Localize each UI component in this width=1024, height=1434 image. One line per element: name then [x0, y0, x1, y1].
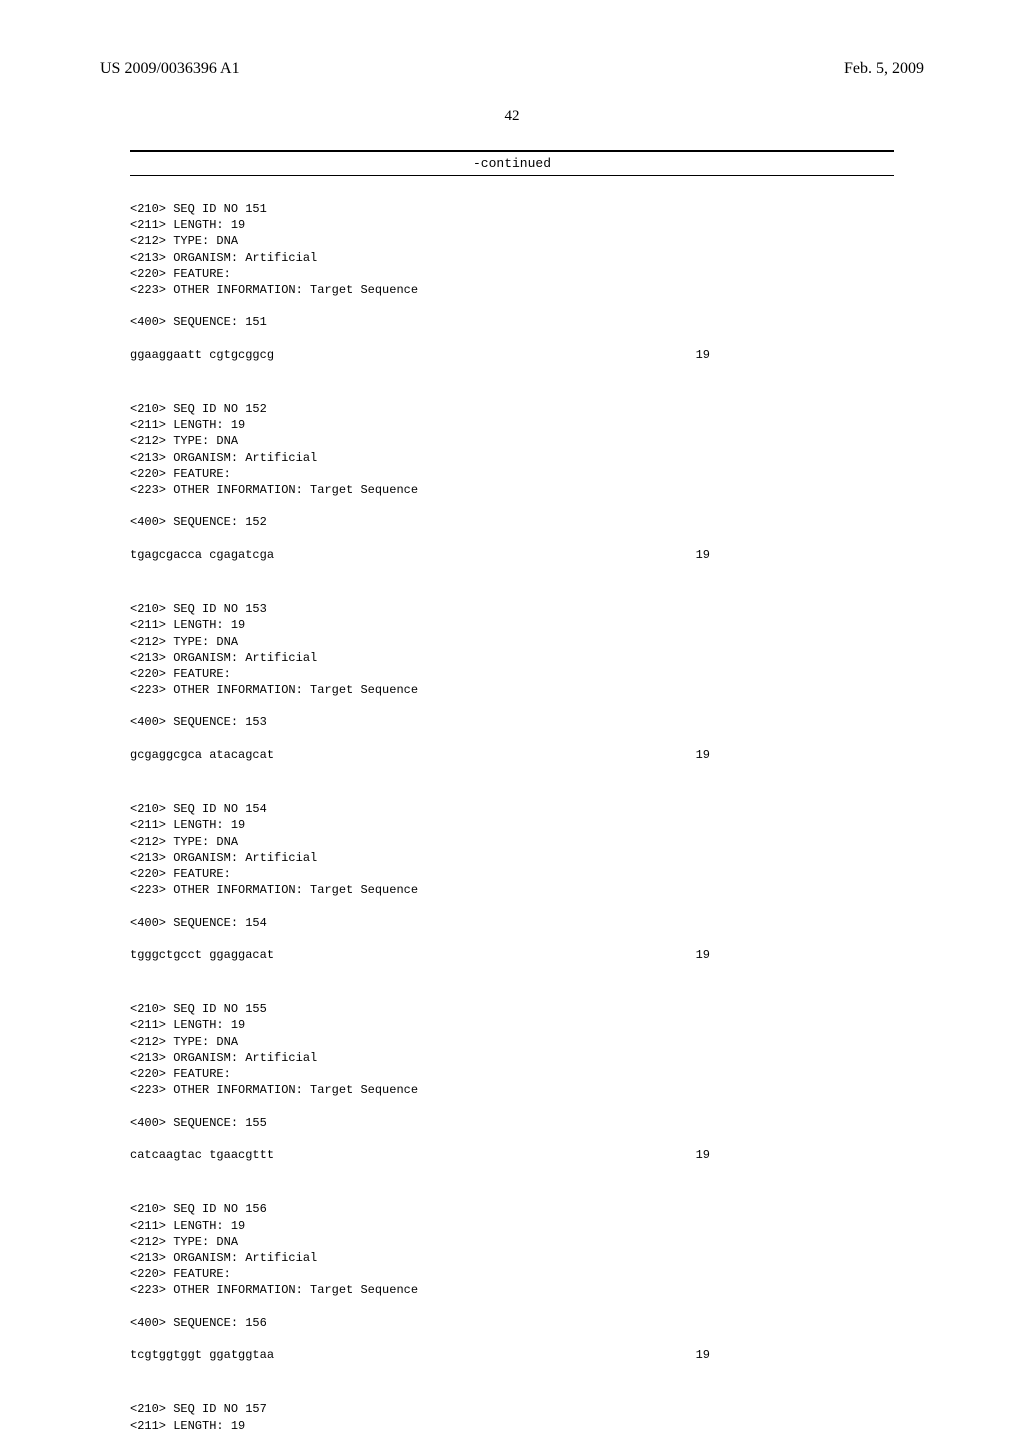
seq-header-line: <220> FEATURE: — [130, 666, 924, 682]
sequence-line: tgggctgcct ggaggacat19 — [130, 947, 924, 963]
seq-label: <400> SEQUENCE: 156 — [130, 1315, 924, 1331]
sequence-text: tcgtggtggt ggatggtaa — [130, 1347, 670, 1363]
seq-header-line: <220> FEATURE: — [130, 466, 924, 482]
sequence-line: catcaagtac tgaacgttt19 — [130, 1147, 924, 1163]
sequence-block: <210> SEQ ID NO 155<211> LENGTH: 19<212>… — [130, 1001, 924, 1163]
blank-line — [130, 1331, 924, 1347]
seq-header-line: <220> FEATURE: — [130, 1066, 924, 1082]
page-number: 42 — [100, 108, 924, 125]
blank-line — [130, 298, 924, 314]
sequence-text: tgagcgacca cgagatcga — [130, 547, 670, 563]
seq-header-line: <223> OTHER INFORMATION: Target Sequence — [130, 282, 924, 298]
seq-header-line: <213> ORGANISM: Artificial — [130, 850, 924, 866]
blank-line — [130, 1185, 924, 1201]
blank-line — [130, 785, 924, 801]
sequence-block: <210> SEQ ID NO 153<211> LENGTH: 19<212>… — [130, 601, 924, 763]
sequence-length: 19 — [670, 747, 710, 763]
continued-label: -continued — [130, 156, 894, 171]
sequence-listing: <210> SEQ ID NO 151<211> LENGTH: 19<212>… — [130, 201, 924, 1434]
seq-header-line: <220> FEATURE: — [130, 266, 924, 282]
blank-line — [130, 1098, 924, 1114]
sequence-length: 19 — [670, 1147, 710, 1163]
sequence-block: <210> SEQ ID NO 154<211> LENGTH: 19<212>… — [130, 801, 924, 963]
seq-label: <400> SEQUENCE: 154 — [130, 915, 924, 931]
seq-header-line: <212> TYPE: DNA — [130, 233, 924, 249]
sequence-line: tgagcgacca cgagatcga19 — [130, 547, 924, 563]
sequence-block: <210> SEQ ID NO 152<211> LENGTH: 19<212>… — [130, 401, 924, 563]
seq-label: <400> SEQUENCE: 153 — [130, 714, 924, 730]
seq-header-line: <212> TYPE: DNA — [130, 834, 924, 850]
seq-header-line: <213> ORGANISM: Artificial — [130, 1250, 924, 1266]
seq-header-line: <210> SEQ ID NO 151 — [130, 201, 924, 217]
seq-header-line: <211> LENGTH: 19 — [130, 1218, 924, 1234]
seq-header-line: <213> ORGANISM: Artificial — [130, 250, 924, 266]
seq-header-line: <223> OTHER INFORMATION: Target Sequence — [130, 682, 924, 698]
seq-header-line: <211> LENGTH: 19 — [130, 417, 924, 433]
sequence-line: gcgaggcgca atacagcat19 — [130, 747, 924, 763]
seq-header-line: <213> ORGANISM: Artificial — [130, 1050, 924, 1066]
seq-header-line: <211> LENGTH: 19 — [130, 1017, 924, 1033]
seq-header-line: <210> SEQ ID NO 152 — [130, 401, 924, 417]
blank-line — [130, 385, 924, 401]
seq-header-line: <223> OTHER INFORMATION: Target Sequence — [130, 882, 924, 898]
blank-line — [130, 1385, 924, 1401]
seq-label: <400> SEQUENCE: 152 — [130, 514, 924, 530]
publication-number: US 2009/0036396 A1 — [100, 60, 240, 78]
seq-header-line: <212> TYPE: DNA — [130, 433, 924, 449]
blank-line — [130, 498, 924, 514]
seq-header-line: <211> LENGTH: 19 — [130, 617, 924, 633]
sequence-length: 19 — [670, 347, 710, 363]
sequence-text: catcaagtac tgaacgttt — [130, 1147, 670, 1163]
blank-line — [130, 931, 924, 947]
sequence-length: 19 — [670, 947, 710, 963]
seq-header-line: <212> TYPE: DNA — [130, 1034, 924, 1050]
seq-header-line: <210> SEQ ID NO 156 — [130, 1201, 924, 1217]
seq-header-line: <211> LENGTH: 19 — [130, 817, 924, 833]
blank-line — [130, 1298, 924, 1314]
seq-header-line: <223> OTHER INFORMATION: Target Sequence — [130, 1282, 924, 1298]
sequence-line: tcgtggtggt ggatggtaa19 — [130, 1347, 924, 1363]
blank-line — [130, 898, 924, 914]
blank-line — [130, 531, 924, 547]
sequence-block: <210> SEQ ID NO 156<211> LENGTH: 19<212>… — [130, 1201, 924, 1363]
seq-header-line: <223> OTHER INFORMATION: Target Sequence — [130, 1082, 924, 1098]
seq-header-line: <210> SEQ ID NO 153 — [130, 601, 924, 617]
publication-date: Feb. 5, 2009 — [844, 60, 924, 78]
seq-header-line: <210> SEQ ID NO 157 — [130, 1401, 924, 1417]
blank-line — [130, 331, 924, 347]
blank-line — [130, 985, 924, 1001]
sequence-length: 19 — [670, 1347, 710, 1363]
sequence-text: gcgaggcgca atacagcat — [130, 747, 670, 763]
seq-label: <400> SEQUENCE: 155 — [130, 1115, 924, 1131]
sequence-block: <210> SEQ ID NO 151<211> LENGTH: 19<212>… — [130, 201, 924, 363]
page-container: US 2009/0036396 A1 Feb. 5, 2009 42 -cont… — [0, 0, 1024, 1320]
seq-label: <400> SEQUENCE: 151 — [130, 314, 924, 330]
blank-line — [130, 698, 924, 714]
sequence-length: 19 — [670, 547, 710, 563]
sequence-text: tgggctgcct ggaggacat — [130, 947, 670, 963]
seq-header-line: <212> TYPE: DNA — [130, 634, 924, 650]
seq-header-line: <210> SEQ ID NO 155 — [130, 1001, 924, 1017]
page-header: US 2009/0036396 A1 Feb. 5, 2009 — [100, 60, 924, 78]
blank-line — [130, 731, 924, 747]
seq-header-line: <212> TYPE: DNA — [130, 1234, 924, 1250]
seq-header-line: <210> SEQ ID NO 154 — [130, 801, 924, 817]
seq-header-line: <220> FEATURE: — [130, 866, 924, 882]
sequence-line: ggaaggaatt cgtgcggcg19 — [130, 347, 924, 363]
blank-line — [130, 585, 924, 601]
seq-header-line: <213> ORGANISM: Artificial — [130, 650, 924, 666]
continued-rule: -continued — [130, 150, 894, 176]
sequence-text: ggaaggaatt cgtgcggcg — [130, 347, 670, 363]
blank-line — [130, 1131, 924, 1147]
seq-header-line: <220> FEATURE: — [130, 1266, 924, 1282]
seq-header-line: <223> OTHER INFORMATION: Target Sequence — [130, 482, 924, 498]
seq-header-line: <213> ORGANISM: Artificial — [130, 450, 924, 466]
seq-header-line: <211> LENGTH: 19 — [130, 217, 924, 233]
seq-header-line: <211> LENGTH: 19 — [130, 1418, 924, 1434]
